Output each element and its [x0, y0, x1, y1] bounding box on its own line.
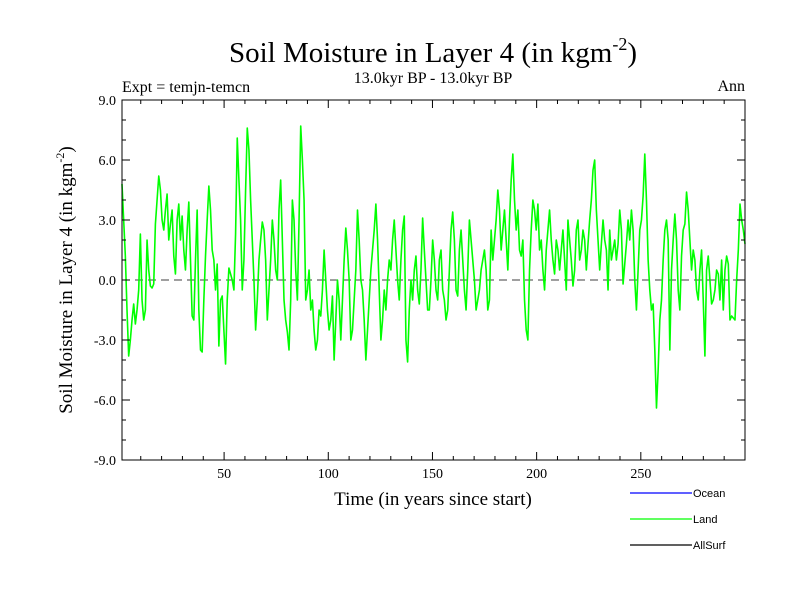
x-tick-label-200: 200: [526, 467, 547, 482]
x-axis-label: Time (in years since start): [334, 489, 532, 510]
x-tick-label-150: 150: [422, 467, 443, 482]
y-tick-label-3: 0.0: [99, 274, 117, 289]
x-tick-label-50: 50: [217, 467, 231, 482]
y-axis-label-main: Soil Moisture in Layer 4 (in kgm: [56, 162, 77, 413]
x-tick-label-100: 100: [318, 467, 339, 482]
y-tick-label-2: 3.0: [99, 214, 117, 229]
legend-label-allsurf: AllSurf: [693, 540, 726, 552]
plot-area: 50 100 150 200 250 9.0 6.0 3.0 0.0 -3.0 -6.0 -9.0: [94, 94, 746, 482]
subtitle-right: Ann: [717, 78, 745, 95]
legend-label-ocean: Ocean: [693, 488, 725, 500]
chart-title-close: ): [627, 37, 637, 69]
y-tick-label-5: -6.0: [94, 394, 116, 409]
subtitle-left: Expt = temjn-temcn: [122, 79, 250, 96]
chart-title: Soil Moisture in Layer 4 (in kgm-2): [229, 34, 637, 69]
y-tick-label-4: -3.0: [94, 334, 116, 349]
subtitle-center: 13.0kyr BP - 13.0kyr BP: [354, 70, 513, 87]
y-axis-label-close: ): [56, 146, 77, 152]
legend-label-land: Land: [693, 514, 717, 526]
y-tick-label-0: 9.0: [99, 94, 117, 109]
y-tick-label-1: 6.0: [99, 154, 117, 169]
y-axis-label: Soil Moisture in Layer 4 (in kgm-2): [53, 146, 77, 414]
chart-title-main: Soil Moisture in Layer 4 (in kgm: [229, 37, 613, 69]
series-line-land: [121, 125, 746, 409]
chart-title-sup: -2: [612, 34, 627, 54]
x-tick-label-250: 250: [630, 467, 651, 482]
y-tick-label-6: -9.0: [94, 454, 116, 469]
legend: Ocean Land AllSurf: [630, 488, 726, 552]
y-axis-label-sup: -2: [53, 153, 67, 163]
